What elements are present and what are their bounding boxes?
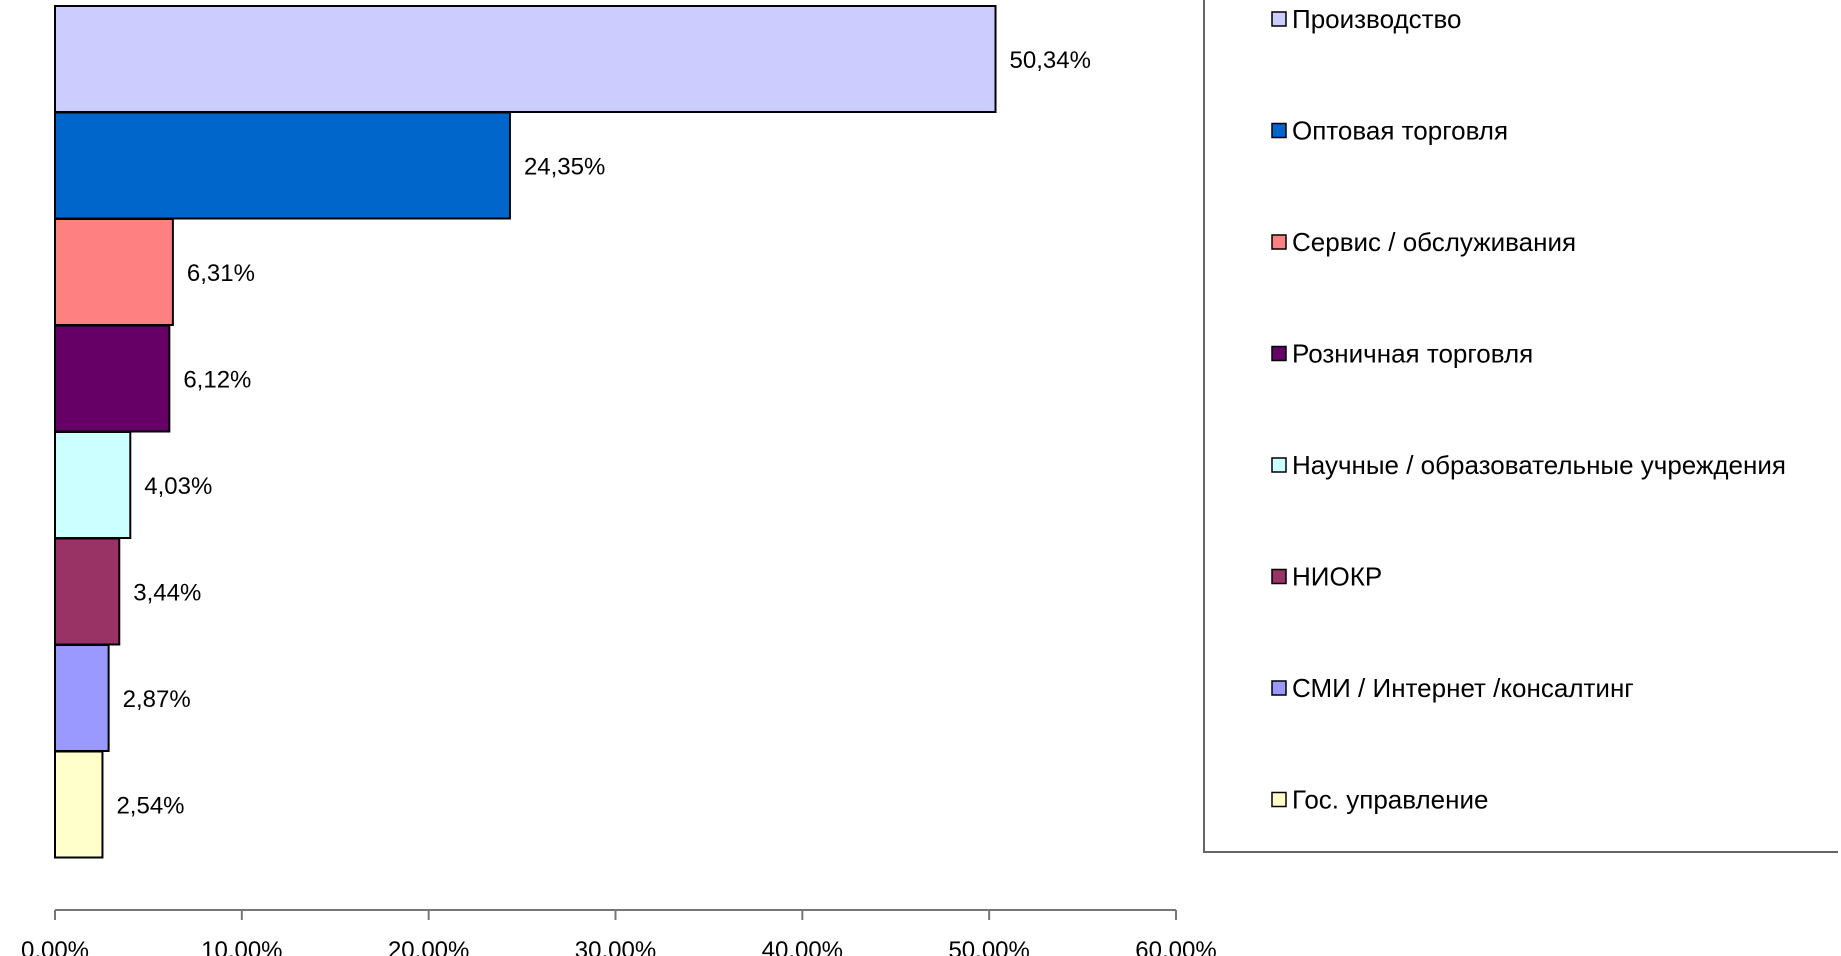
data-label-1: 50,34% (1010, 47, 1091, 74)
legend-label-7: СМИ / Интернет /консалтинг (1292, 673, 1634, 703)
bar-3 (54, 218, 174, 326)
legend-label-4: Розничная торговля (1292, 339, 1533, 369)
bar-4 (54, 324, 171, 433)
bar-7 (54, 644, 110, 752)
x-tick-label-2: 10,00% (201, 937, 282, 956)
bar-5 (54, 431, 132, 539)
x-tick-label-3: 20,00% (388, 937, 469, 956)
legend-label-3: Сервис / обслуживания (1292, 227, 1576, 257)
x-tick-label-1: 0,00% (21, 937, 89, 956)
legend-label-1: Производство (1292, 4, 1462, 34)
legend-label-2: Оптовая торговля (1292, 116, 1508, 146)
legend-swatch-8 (1271, 791, 1287, 808)
data-label-3: 6,31% (187, 260, 255, 287)
x-tick-label-5: 40,00% (762, 937, 843, 956)
legend-swatch-5 (1271, 457, 1287, 473)
data-label-5: 4,03% (144, 473, 212, 500)
x-tick-label-7: 60,00% (1135, 937, 1216, 956)
data-label-7: 2,87% (123, 686, 191, 713)
legend-label-8: Гос. управление (1292, 785, 1488, 815)
x-tick-label-6: 50,00% (948, 937, 1029, 956)
legend-label-6: НИОКР (1292, 562, 1382, 592)
legend-swatch-6 (1271, 568, 1287, 585)
data-label-6: 3,44% (133, 580, 201, 607)
bar-8 (54, 750, 104, 859)
data-label-8: 2,54% (116, 793, 184, 820)
data-label-2: 24,35% (524, 154, 605, 181)
legend-swatch-4 (1271, 345, 1287, 362)
legend-swatch-1 (1271, 11, 1287, 27)
x-tick-label-4: 30,00% (575, 937, 656, 956)
bar-1 (54, 5, 997, 113)
legend-frame (1203, 0, 1838, 853)
data-label-4: 6,12% (183, 367, 251, 394)
legend-swatch-7 (1271, 680, 1287, 696)
legend-label-5: Научные / образовательные учреждения (1292, 450, 1786, 480)
bar-2 (54, 111, 511, 220)
bar-6 (54, 537, 121, 646)
legend-swatch-2 (1271, 122, 1287, 139)
legend-swatch-3 (1271, 234, 1287, 250)
